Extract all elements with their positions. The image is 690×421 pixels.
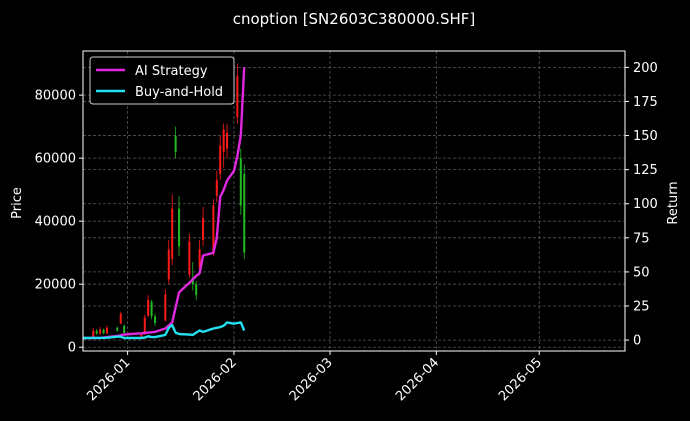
x-tick-label: 2026-02 <box>191 355 240 404</box>
candle-body <box>215 180 218 196</box>
y-tick-label-left: 0 <box>68 341 76 356</box>
candle-body <box>95 330 98 334</box>
candle-body <box>123 325 126 334</box>
candle <box>167 240 170 285</box>
series-lines <box>82 67 246 340</box>
candle <box>236 63 239 124</box>
candle <box>95 328 98 335</box>
candle <box>123 324 126 335</box>
series-line-buy-and-hold <box>82 321 246 340</box>
legend-label: Buy-and-Hold <box>135 85 223 100</box>
legend-label: AI Strategy <box>135 64 208 79</box>
x-tick-label: 2026-01 <box>84 355 133 404</box>
y-axis-label-right: Return <box>666 181 681 224</box>
y-tick-label-right: 175 <box>633 95 658 110</box>
candle <box>116 326 119 332</box>
candle-body <box>188 241 191 275</box>
x-axis: 2026-01 2026-02 2026-03 2026-04 2026-05 <box>84 351 545 404</box>
candle-body <box>102 329 105 334</box>
candle-body <box>243 173 246 253</box>
candle-body <box>219 145 222 174</box>
legend-box <box>89 56 235 105</box>
candle <box>178 195 181 256</box>
candle-body <box>140 334 143 337</box>
candle-body <box>171 208 174 259</box>
x-tick-label: 2026-05 <box>496 355 545 404</box>
candle-body <box>212 205 215 253</box>
candle <box>150 300 153 320</box>
candle <box>219 136 222 181</box>
y-tick-label-right: 150 <box>633 129 658 144</box>
grid <box>83 51 625 351</box>
y-axis-label-left: Price <box>10 187 25 219</box>
candle <box>188 233 191 278</box>
y-tick-label-left: 80000 <box>35 89 76 104</box>
candle <box>212 199 215 256</box>
candle <box>202 206 205 247</box>
candle-body <box>106 327 109 334</box>
y-tick-label-right: 100 <box>633 197 658 212</box>
candle <box>92 327 95 338</box>
candle <box>239 148 242 215</box>
chart-title: cnoption [SN2603C380000.SHF] <box>233 10 476 28</box>
y-tick-label-right: 25 <box>633 300 650 315</box>
candle-body <box>92 330 95 337</box>
y-tick-label-left: 20000 <box>35 278 76 293</box>
candle <box>106 325 109 334</box>
candle-body <box>236 76 239 118</box>
y-tick-label-left: 40000 <box>35 215 76 230</box>
candle-body <box>174 136 177 152</box>
candle <box>143 314 146 335</box>
candle <box>215 170 218 203</box>
series-line-ai-strategy <box>83 67 246 340</box>
candles <box>92 63 246 338</box>
candle <box>147 295 150 317</box>
candle <box>171 194 174 266</box>
candle <box>102 328 105 335</box>
candle-body <box>195 284 198 296</box>
candle-body <box>198 249 201 269</box>
y-axis-right: 0 25 50 75 100 125 150 175 200 <box>625 61 658 349</box>
candle <box>119 311 122 325</box>
candle <box>222 123 225 168</box>
y-tick-label-right: 125 <box>633 163 658 178</box>
candle <box>191 262 194 291</box>
candle-body <box>239 158 242 206</box>
candle-body <box>150 301 153 317</box>
candle <box>164 289 167 322</box>
candle-body <box>143 317 146 335</box>
candle-body <box>202 218 205 241</box>
candle <box>154 313 157 327</box>
candle-body <box>147 299 150 316</box>
candle-body <box>154 316 157 323</box>
candle <box>195 281 198 300</box>
candle-body <box>178 208 181 247</box>
candle-body <box>226 132 229 149</box>
candle-body <box>164 294 167 321</box>
y-tick-label-right: 200 <box>633 61 658 76</box>
x-tick-label: 2026-03 <box>287 355 336 404</box>
legend: AI Strategy Buy-and-Hold <box>89 56 235 105</box>
candle-body <box>99 329 102 334</box>
plot-frame <box>82 50 626 352</box>
y-tick-label-right: 0 <box>633 334 641 349</box>
candle-body <box>167 249 170 280</box>
candle-body <box>222 129 225 152</box>
candle <box>99 327 102 335</box>
candle <box>243 164 246 259</box>
y-tick-label-right: 75 <box>633 231 650 246</box>
candle <box>226 123 229 159</box>
y-axis-left: 0 20000 40000 60000 80000 <box>35 89 83 356</box>
y-tick-label-left: 60000 <box>35 152 76 167</box>
candle <box>174 126 177 159</box>
y-tick-label-right: 50 <box>633 265 650 280</box>
candle-body <box>116 327 119 331</box>
candle-body <box>119 313 122 324</box>
x-tick-label: 2026-04 <box>393 355 442 404</box>
